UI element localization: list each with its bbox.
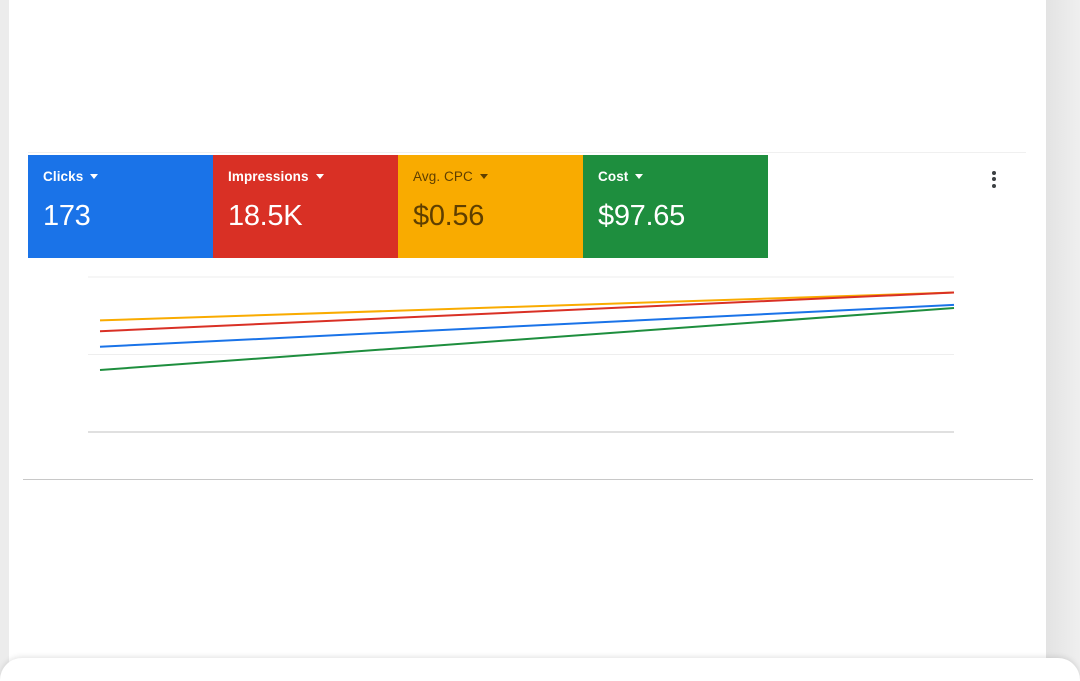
background-edge-right: [1046, 0, 1080, 681]
metric-label-impressions: Impressions: [228, 169, 324, 184]
menu-dot: [992, 170, 996, 175]
menu-dot: [992, 183, 996, 188]
more-vert-icon[interactable]: [984, 167, 1004, 191]
metric-value-avg-cpc: $0.56: [413, 200, 485, 232]
chart-series-line-0: [99, 291, 955, 322]
metric-tile-cost[interactable]: Cost $97.65: [583, 155, 768, 258]
metric-tile-impressions[interactable]: Impressions 18.5K: [213, 155, 398, 258]
metric-tile-clicks[interactable]: Clicks 173: [28, 155, 213, 258]
metric-label-cost: Cost: [598, 169, 644, 184]
performance-card: Clicks 173 Impressions 18.5K Avg. CPC $0…: [28, 152, 1026, 470]
chart-series-line-1: [99, 291, 955, 333]
metric-value-impressions: 18.5K: [228, 200, 303, 232]
dropdown-arrow-icon: [479, 174, 488, 179]
metric-label-text: Clicks: [43, 169, 84, 184]
section-divider: [23, 479, 1033, 480]
metric-label-text: Avg. CPC: [413, 169, 473, 184]
metric-label-text: Impressions: [228, 169, 309, 184]
metric-label-avg-cpc: Avg. CPC: [413, 169, 488, 184]
chart-series-line-2: [99, 303, 955, 348]
dropdown-arrow-icon: [315, 174, 324, 179]
metric-tile-avg-cpc[interactable]: Avg. CPC $0.56: [398, 155, 583, 258]
background-edge-left: [0, 0, 9, 681]
menu-dot: [992, 177, 996, 181]
chart-series-line-3: [99, 307, 955, 371]
metric-value-clicks: 173: [43, 200, 91, 232]
metric-value-cost: $97.65: [598, 200, 685, 232]
dropdown-arrow-icon: [90, 174, 99, 179]
metric-label-clicks: Clicks: [43, 169, 99, 184]
bottom-sheet[interactable]: [0, 658, 1080, 681]
dropdown-arrow-icon: [635, 174, 644, 179]
metric-label-text: Cost: [598, 169, 629, 184]
trend-line-chart: [88, 276, 955, 433]
